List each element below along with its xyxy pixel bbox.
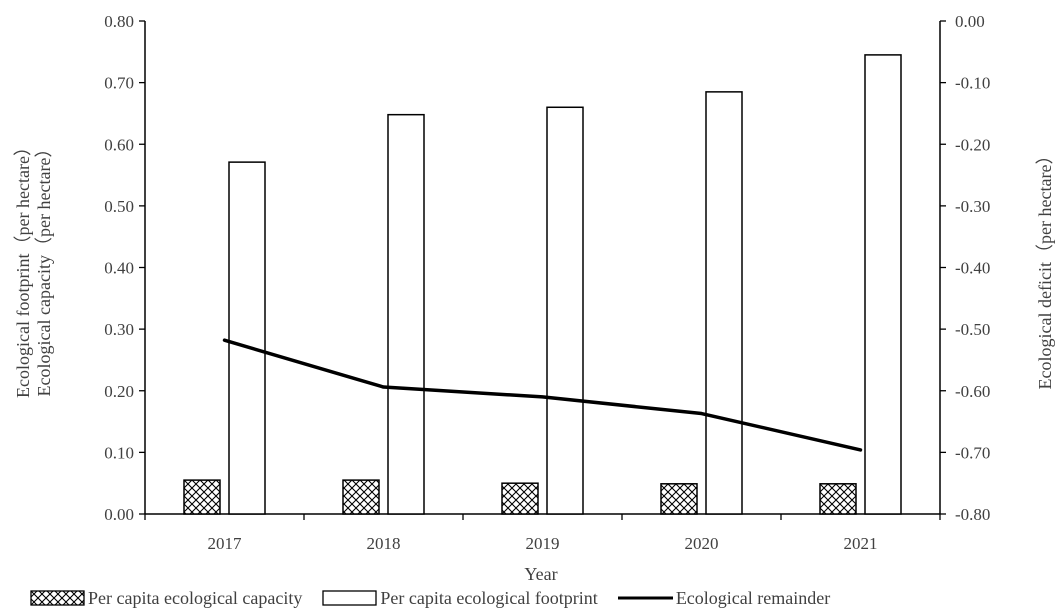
left-tick-label: 0.60 bbox=[104, 135, 134, 154]
legend-label-capacity: Per capita ecological capacity bbox=[88, 587, 303, 608]
legend-label-footprint: Per capita ecological footprint bbox=[380, 587, 598, 608]
right-tick-label: -0.40 bbox=[955, 259, 990, 278]
right-tick-label: -0.30 bbox=[955, 197, 990, 216]
left-tick-label: 0.50 bbox=[104, 197, 134, 216]
x-tick-label: 2020 bbox=[685, 534, 719, 553]
line-ecological-remainder bbox=[222, 338, 863, 452]
legend-item-capacity: Per capita ecological capacity bbox=[30, 588, 302, 609]
legend-label-remainder: Ecological remainder bbox=[675, 587, 831, 608]
right-axis-title: Ecological deficit（per hectare） bbox=[1035, 147, 1055, 390]
right-tick-label: -0.80 bbox=[955, 505, 990, 524]
bar-capacity bbox=[501, 482, 539, 515]
left-tick-label: 0.80 bbox=[104, 12, 134, 31]
legend-item-remainder: Ecological remainder bbox=[617, 587, 831, 609]
left-tick-label: 0.10 bbox=[104, 443, 134, 462]
x-axis-title: Year bbox=[524, 564, 557, 584]
x-tick-label: 2019 bbox=[526, 534, 560, 553]
left-tick-label: 0.20 bbox=[104, 382, 134, 401]
right-tick-label: -0.60 bbox=[955, 382, 990, 401]
x-tick-label: 2018 bbox=[367, 534, 401, 553]
legend-swatch-remainder bbox=[617, 596, 673, 600]
right-tick-label: -0.10 bbox=[955, 74, 990, 93]
legend-item-footprint: Per capita ecological footprint bbox=[322, 587, 598, 609]
legend-swatch-footprint bbox=[322, 590, 378, 606]
left-tick-label: 0.00 bbox=[104, 505, 134, 524]
left-tick-label: 0.30 bbox=[104, 320, 134, 339]
chart: 0.00 0.10 0.20 0.30 0.40 0.50 0.60 0.70 0.80 -0.8… bbox=[13, 12, 1055, 584]
left-axis-title-line-2: Ecological capacity（per hectare） bbox=[34, 140, 54, 397]
left-tick-label: 0.70 bbox=[104, 74, 134, 93]
bar-footprint bbox=[387, 113, 425, 515]
right-tick-label: 0.00 bbox=[955, 12, 985, 31]
x-tick-label: 2017 bbox=[208, 534, 243, 553]
bar-capacity bbox=[342, 479, 380, 515]
bar-capacity bbox=[660, 483, 698, 515]
left-axis-title-line-1: Ecological footprint（per hectare） bbox=[13, 138, 33, 398]
bar-footprint bbox=[705, 91, 743, 515]
right-tick-label: -0.50 bbox=[955, 320, 990, 339]
left-tick-label: 0.40 bbox=[104, 259, 134, 278]
bar-footprint bbox=[546, 106, 584, 515]
legend: Per capita ecological capacity Per capit… bbox=[30, 586, 850, 610]
legend-swatch-capacity bbox=[30, 590, 85, 606]
bar-footprint bbox=[864, 54, 902, 515]
right-tick-label: -0.20 bbox=[955, 135, 990, 154]
bar-capacity bbox=[819, 483, 857, 515]
x-tick-label: 2021 bbox=[844, 534, 878, 553]
bar-capacity bbox=[183, 479, 221, 515]
bar-footprint bbox=[228, 161, 266, 515]
right-tick-label: -0.70 bbox=[955, 443, 990, 462]
